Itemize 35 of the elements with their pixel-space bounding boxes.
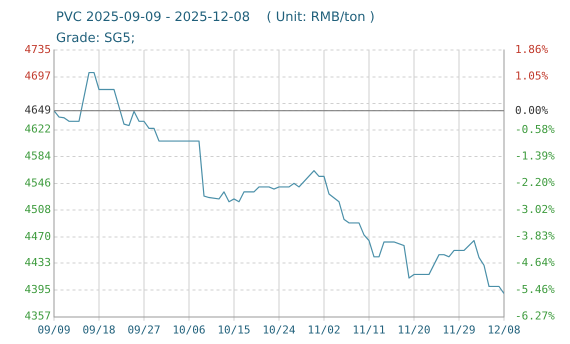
x-tick-label: 11/20: [397, 323, 431, 336]
y2-tick-label: 1.86%: [515, 42, 548, 56]
x-tick-label: 11/11: [352, 323, 386, 336]
chart-title: PVC 2025-09-09 - 2025-12-08 ( Unit: RMB/ton ): [56, 10, 375, 25]
y2-tick-label: -5.46%: [515, 283, 556, 296]
y-tick-label: 4546: [24, 176, 51, 190]
y2-tick-label: -4.64%: [515, 256, 556, 270]
x-tick-label: 10/24: [262, 323, 296, 336]
x-tick-label: 12/08: [487, 323, 521, 336]
y-tick-label: 4470: [24, 230, 51, 243]
x-tick-label: 10/15: [217, 323, 251, 336]
x-tick-label: 11/02: [307, 323, 341, 336]
y-tick-label: 4395: [24, 282, 51, 296]
y2-tick-label: -6.27%: [515, 310, 556, 323]
y2-tick-label: -2.20%: [515, 176, 556, 190]
y2-tick-label: -3.02%: [515, 203, 556, 216]
x-tick-label: 11/29: [442, 323, 476, 336]
y2-tick-label: -0.58%: [515, 122, 556, 136]
x-tick-label: 09/18: [82, 323, 116, 336]
y2-tick-label: 0.00%: [515, 104, 548, 117]
y-tick-label: 4357: [24, 310, 51, 323]
y-tick-label: 4433: [24, 256, 51, 270]
y2-tick-label: -3.83%: [515, 230, 556, 243]
y2-tick-label: 1.05%: [515, 69, 548, 82]
x-tick-label: 10/06: [172, 323, 206, 336]
y-tick-label: 4649: [24, 104, 51, 117]
chart-subtitle: Grade: SG5;: [56, 31, 136, 46]
y-tick-label: 4697: [24, 70, 51, 83]
y-tick-label: 4508: [24, 203, 51, 216]
y2-tick-label: -1.39%: [515, 150, 556, 163]
y-tick-label: 4584: [24, 149, 52, 162]
y-tick-label: 4622: [24, 122, 51, 136]
x-tick-label: 09/09: [37, 323, 71, 336]
y-tick-label: 4735: [24, 42, 51, 56]
x-tick-label: 09/27: [127, 323, 161, 336]
